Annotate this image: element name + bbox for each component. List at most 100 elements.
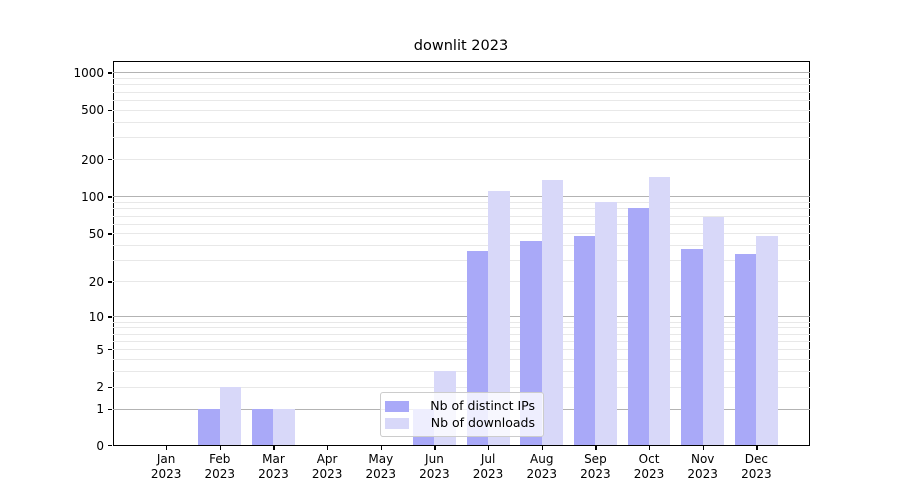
- legend-row-downloads: Nb of downloads: [385, 416, 535, 430]
- legend-row-distinct-ips: Nb of distinct IPs: [385, 399, 535, 413]
- bar: [681, 249, 703, 446]
- x-tick: [327, 445, 329, 450]
- y-tick: [108, 196, 112, 198]
- x-tick-label-line: 2023: [633, 467, 665, 481]
- x-tick-label-line: Sep: [584, 452, 607, 466]
- bar: [649, 176, 671, 446]
- x-tick-label: May 2023: [351, 452, 411, 482]
- bar: [627, 208, 650, 446]
- gridline-minor: [112, 100, 810, 102]
- legend: Nb of distinct IPs Nb of downloads: [380, 392, 544, 437]
- y-tick-label: 1000: [73, 65, 104, 80]
- gridline-minor: [112, 215, 810, 217]
- gridline-minor: [112, 327, 810, 329]
- gridline-minor: [112, 121, 810, 123]
- y-tick: [108, 316, 112, 318]
- x-tick-label-line: Jan: [156, 452, 176, 466]
- legend-swatch-distinct-ips: [385, 400, 409, 412]
- x-tick-label: Aug 2023: [512, 452, 572, 482]
- y-tick-label: 50: [88, 226, 104, 241]
- gridline-minor: [112, 386, 810, 388]
- gridline-minor: [112, 223, 810, 225]
- gridline-major: [112, 316, 810, 318]
- x-tick-label: Mar 2023: [243, 452, 303, 482]
- x-tick-label-line: Nov: [690, 452, 715, 466]
- x-tick: [219, 445, 221, 450]
- x-tick-label-line: 2023: [258, 467, 289, 481]
- y-tick: [108, 72, 112, 74]
- bar: [595, 202, 617, 446]
- x-tick: [488, 445, 490, 450]
- x-tick-label-line: Jul: [480, 452, 496, 466]
- x-tick-label-line: 2023: [472, 467, 504, 481]
- x-tick-label: Nov 2023: [673, 452, 733, 482]
- gridline-minor: [112, 109, 810, 111]
- legend-swatch-downloads: [385, 417, 409, 429]
- y-tick-label: 10: [88, 309, 104, 324]
- x-tick: [649, 445, 651, 450]
- x-tick-label: Feb 2023: [190, 452, 250, 482]
- gridline-minor: [112, 202, 810, 204]
- y-tick: [108, 281, 112, 283]
- y-tick: [108, 386, 112, 388]
- bar: [702, 217, 725, 446]
- gridline-minor: [112, 159, 810, 161]
- x-tick-label-line: Mar: [262, 452, 285, 466]
- x-tick-label-line: 2023: [365, 467, 397, 481]
- gridline-minor: [112, 78, 810, 80]
- x-tick: [541, 445, 543, 450]
- y-tick-label: 500: [81, 103, 104, 118]
- bar: [219, 386, 242, 446]
- x-tick-label-line: 2023: [204, 467, 236, 481]
- y-tick-label: 0: [96, 438, 104, 453]
- y-tick: [108, 233, 112, 235]
- y-tick: [108, 159, 112, 161]
- y-tick: [108, 109, 112, 112]
- x-tick: [595, 445, 597, 450]
- y-tick-label: 200: [81, 152, 104, 167]
- x-tick: [166, 445, 168, 450]
- gridline-minor: [112, 233, 810, 235]
- gridline-minor: [112, 84, 810, 86]
- x-tick-label: Jul 2023: [458, 452, 518, 482]
- x-tick-label-line: Dec: [744, 452, 768, 466]
- bar: [488, 191, 510, 446]
- x-tick: [434, 445, 436, 450]
- x-tick-label-line: Apr: [316, 452, 338, 466]
- y-tick-label: 2: [96, 380, 104, 395]
- gridline-minor: [112, 371, 810, 373]
- bar: [252, 408, 274, 446]
- y-tick-label: 1: [96, 402, 104, 417]
- gridline-minor: [112, 91, 810, 93]
- x-tick-label-line: Oct: [638, 452, 660, 466]
- chart-title: downlit 2023: [413, 38, 509, 54]
- x-tick: [380, 445, 382, 450]
- x-tick-label-line: 2023: [687, 467, 718, 481]
- x-tick-label-line: 2023: [311, 467, 343, 481]
- x-tick-label-line: May: [368, 452, 394, 466]
- bar: [573, 235, 596, 446]
- x-tick-label: Oct 2023: [619, 452, 679, 482]
- legend-label-distinct-ips: Nb of distinct IPs: [430, 398, 535, 413]
- bar: [756, 235, 778, 446]
- bar: [198, 408, 220, 446]
- y-tick-label: 20: [88, 274, 104, 289]
- y-tick: [108, 408, 112, 410]
- x-tick: [273, 445, 275, 450]
- x-tick-label-line: Feb: [209, 452, 231, 466]
- y-tick-label: 100: [81, 189, 104, 204]
- y-tick: [108, 445, 112, 447]
- x-tick-label: Dec 2023: [726, 452, 786, 482]
- bar: [273, 408, 295, 446]
- legend-label-downloads: Nb of downloads: [430, 415, 535, 430]
- bar: [541, 180, 564, 446]
- x-tick-label: Jan 2023: [136, 452, 196, 482]
- x-tick: [702, 445, 704, 450]
- gridline-major: [112, 72, 810, 74]
- x-tick-label-line: 2023: [526, 467, 557, 481]
- gridline-minor: [112, 260, 810, 262]
- x-tick-label-line: 2023: [150, 467, 182, 481]
- x-tick-label-line: Aug: [530, 452, 554, 466]
- gridline-minor: [112, 358, 810, 360]
